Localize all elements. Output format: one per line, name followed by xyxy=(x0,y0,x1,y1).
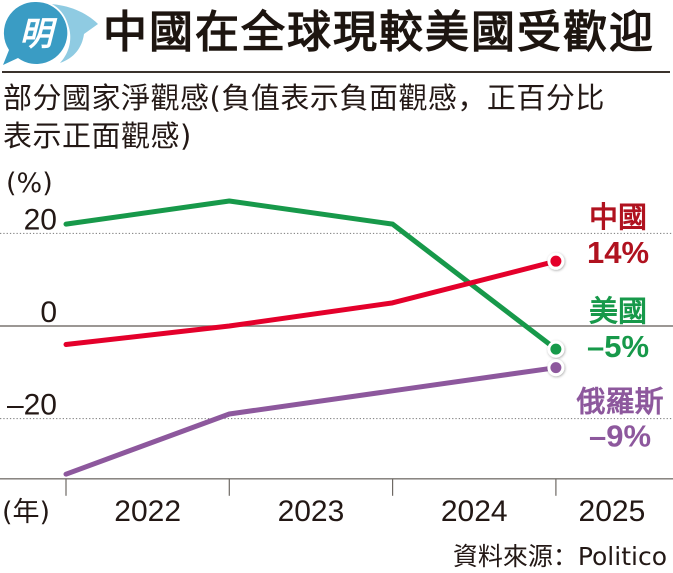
series-name-label: 美國 xyxy=(589,294,647,328)
gridlines xyxy=(0,232,673,420)
x-tick-label: 2022 xyxy=(114,495,181,528)
series-value-label: –9% xyxy=(589,419,651,454)
series-end-dot xyxy=(547,359,565,377)
logo-speech-bubble-icon: 明 xyxy=(3,0,98,66)
y-tick-label: 20 xyxy=(24,203,57,236)
series-lines xyxy=(63,198,559,477)
series-end-dot xyxy=(547,252,565,270)
x-axis-unit-label: (年) xyxy=(2,497,50,528)
y-tick-label: –20 xyxy=(7,389,57,422)
subtitle-line-1: 部分國家淨觀感(負值表示負面觀感，正百分比 xyxy=(3,81,605,115)
series-line xyxy=(63,365,559,477)
series-line xyxy=(63,198,559,352)
source-credit: 資料來源：Politico xyxy=(453,542,667,571)
x-tick-label: 2024 xyxy=(441,495,508,528)
logo-character: 明 xyxy=(20,14,58,53)
series-name-label: 中國 xyxy=(589,200,647,234)
page-title: 中國在全球現較美國受歡迎 xyxy=(103,7,655,58)
subtitle-line-2: 表示正面觀感) xyxy=(3,119,192,153)
x-tick-label: 2025 xyxy=(579,495,646,528)
series-line xyxy=(63,258,559,348)
series-name-label: 俄羅斯 xyxy=(575,385,663,419)
logo-wing-shape xyxy=(50,4,98,63)
series-value-label: 14% xyxy=(587,235,649,270)
logo-bubble-shape xyxy=(3,1,68,65)
x-tick-label: 2023 xyxy=(278,495,345,528)
y-axis-unit-label: (%) xyxy=(6,168,53,199)
y-tick-label: 0 xyxy=(40,296,57,329)
series-end-dots xyxy=(547,252,565,377)
series-value-label: –5% xyxy=(587,329,649,364)
title-divider xyxy=(2,71,670,73)
series-end-dot xyxy=(547,340,565,358)
x-axis xyxy=(0,478,673,496)
mingpao-logo: 明 xyxy=(0,0,100,68)
